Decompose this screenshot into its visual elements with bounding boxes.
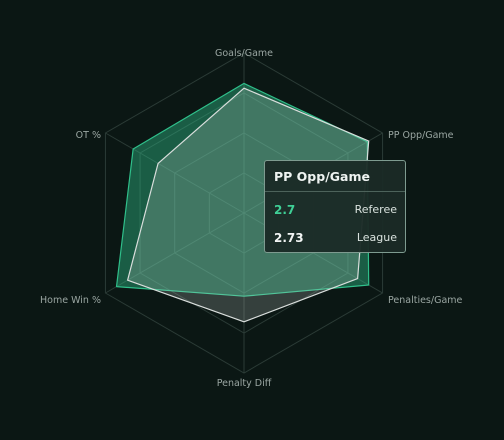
tooltip-league-value: 2.73 <box>274 231 304 245</box>
axis-label-5: OT % <box>76 130 101 141</box>
axis-label-2: Penalties/Game <box>388 295 463 306</box>
chart-tooltip: PP Opp/Game 2.7 Referee 2.73 League <box>264 160 406 253</box>
series-area-league[interactable] <box>127 87 370 323</box>
tooltip-referee-value: 2.7 <box>274 203 296 217</box>
axis-label-3: Penalty Diff <box>217 378 272 389</box>
tooltip-league-name: League <box>356 231 397 244</box>
axis-line-4 <box>105 212 245 294</box>
axis-line-5 <box>105 132 245 214</box>
tooltip-title: PP Opp/Game <box>274 169 370 184</box>
tooltip-divider <box>265 191 405 192</box>
axis-label-1: PP Opp/Game <box>388 130 454 141</box>
axis-label-4: Home Win % <box>40 295 101 306</box>
axis-label-0: Goals/Game <box>215 48 273 59</box>
tooltip-referee-name: Referee <box>354 203 397 216</box>
axis-labels: Goals/Game PP Opp/Game Penalties/Game Penal… <box>40 48 462 389</box>
